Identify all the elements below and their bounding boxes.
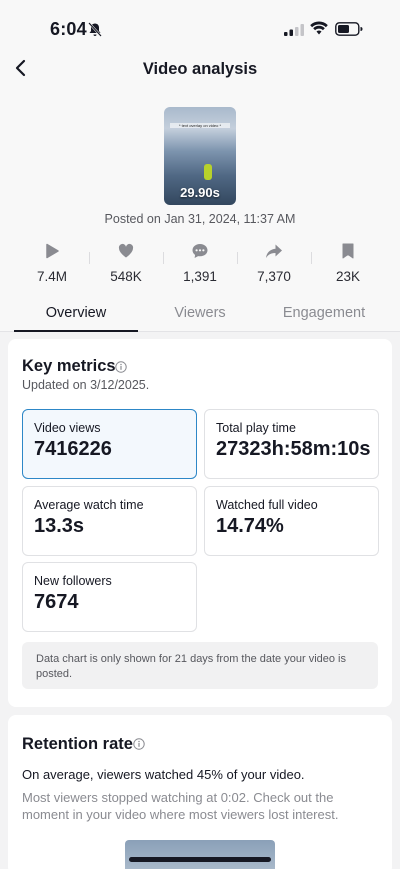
stat-shares-value: 7,370 — [257, 269, 291, 284]
bell-muted-icon — [88, 22, 102, 37]
page-title: Video analysis — [142, 60, 258, 78]
metric-watched-full-video[interactable]: Watched full video 14.74% — [204, 486, 379, 556]
stat-plays: 7.4M — [15, 238, 89, 288]
wifi-icon — [310, 21, 328, 35]
share-arrow-icon — [266, 244, 282, 258]
metric-label: Average watch time — [34, 498, 144, 512]
metric-average-watch-time[interactable]: Average watch time 13.3s — [22, 486, 197, 556]
tab-engagement[interactable]: Engagement — [282, 305, 366, 321]
status-time: 6:04 — [50, 19, 87, 39]
metric-total-play-time[interactable]: Total play time 27323h:58m:10s — [204, 409, 379, 479]
stat-comments: 1,391 — [163, 238, 237, 288]
metric-video-views[interactable]: Video views 7416226 — [22, 409, 197, 479]
retention-detail: Most viewers stopped watching at 0:02. C… — [22, 790, 339, 822]
home-indicator[interactable] — [129, 857, 271, 862]
retention-rate-card: Retention rate On average, viewers watch… — [8, 715, 392, 869]
heart-icon — [118, 243, 134, 258]
metric-label: Watched full video — [216, 498, 318, 512]
metric-value: 27323h:58m:10s — [216, 438, 371, 460]
bookmark-icon — [342, 243, 354, 259]
metric-value: 13.3s — [34, 515, 85, 537]
metric-label: Video views — [34, 421, 101, 435]
data-chart-note: Data chart is only shown for 21 days fro… — [22, 642, 378, 689]
stat-shares: 7,370 — [237, 238, 311, 288]
metric-value: 14.74% — [216, 515, 284, 537]
retention-summary: On average, viewers watched 45% of your … — [22, 767, 305, 782]
stat-saves: 23K — [311, 238, 385, 288]
stat-comments-value: 1,391 — [183, 269, 217, 284]
tab-overview[interactable]: Overview — [14, 298, 138, 332]
battery-icon — [335, 22, 363, 36]
video-person-figure — [204, 164, 212, 180]
video-stats-row: 7.4M 548K 1,391 7,370 23K — [15, 238, 385, 288]
comment-icon — [192, 244, 208, 258]
stat-likes: 548K — [89, 238, 163, 288]
analysis-tabs: Overview Viewers Engagement — [0, 298, 400, 332]
metric-label: New followers — [34, 574, 112, 588]
key-metrics-title: Key metrics — [22, 357, 116, 375]
status-bar: 6:04 — [0, 0, 400, 58]
retention-title: Retention rate — [22, 735, 133, 753]
key-metrics-card: Key metrics Updated on 3/12/2025. Video … — [8, 339, 392, 707]
tab-viewers[interactable]: Viewers — [174, 305, 226, 321]
metrics-updated-date: Updated on 3/12/2025. — [22, 378, 150, 392]
metric-new-followers[interactable]: New followers 7674 — [22, 562, 197, 632]
cellular-signal-icon — [284, 24, 304, 36]
video-duration: 29.90s — [180, 185, 220, 200]
posted-date: Posted on Jan 31, 2024, 11:37 AM — [104, 212, 296, 226]
info-icon[interactable] — [115, 361, 127, 373]
stat-likes-value: 548K — [110, 269, 142, 284]
back-arrow-icon[interactable] — [12, 58, 30, 78]
metric-value: 7674 — [34, 591, 79, 613]
info-icon[interactable] — [133, 738, 145, 750]
stat-saves-value: 23K — [335, 269, 361, 284]
navigation-bar: Video analysis — [0, 52, 400, 88]
stat-plays-value: 7.4M — [36, 269, 67, 284]
metric-value: 7416226 — [34, 438, 112, 460]
video-caption-overlay: * text overlay on video * — [170, 123, 230, 128]
metric-label: Total play time — [216, 421, 296, 435]
video-thumbnail[interactable]: * text overlay on video * 29.90s — [164, 107, 236, 205]
play-icon — [46, 243, 59, 259]
retention-video-preview[interactable] — [125, 840, 275, 869]
